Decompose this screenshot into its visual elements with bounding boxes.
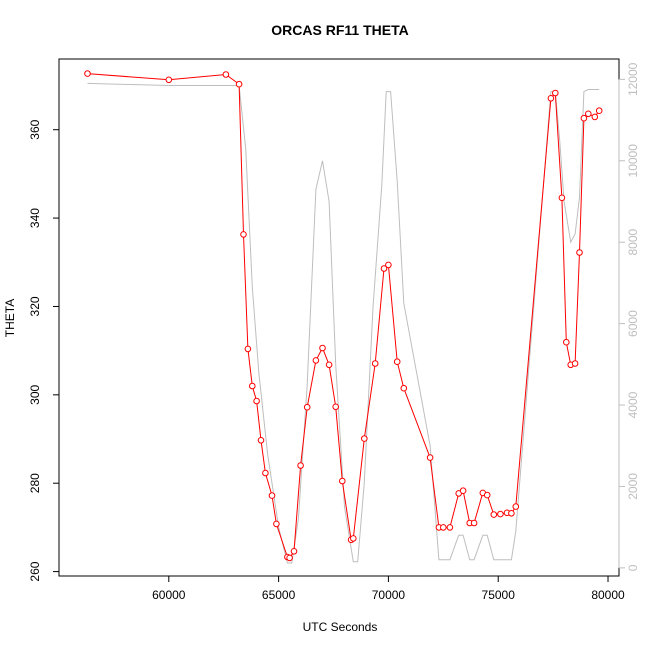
y2-tick-label: 0: [626, 564, 640, 571]
plot-frame: [58, 58, 620, 577]
y2-tick-label: 6000: [626, 310, 640, 337]
theta-point: [312, 357, 320, 364]
x-tick-label: 70000: [372, 588, 406, 602]
theta-point: [339, 477, 346, 485]
y-tick-label: 320: [28, 296, 42, 316]
theta-point: [470, 519, 478, 527]
theta-point: [290, 548, 298, 555]
theta-point: [165, 76, 173, 84]
chart-title: ORCAS RF11 THETA: [271, 22, 408, 38]
y-axis-right: 0 2000 4000 6000 8000 10000 12000: [618, 62, 640, 571]
y2-tick-label: 8000: [626, 229, 640, 256]
y-axis-label: THETA: [3, 299, 17, 337]
theta-point: [483, 491, 491, 499]
theta-point: [558, 194, 566, 202]
y-tick-label: 300: [28, 384, 42, 404]
theta-point: [253, 397, 260, 405]
theta-point: [319, 344, 326, 352]
y-axis-left: 260 280 300 320 340 360: [28, 119, 60, 582]
theta-point: [257, 437, 265, 444]
theta-point: [490, 511, 498, 518]
y2-tick-label: 2000: [626, 473, 640, 500]
y2-tick-label: 12000: [626, 62, 640, 96]
theta-point: [547, 95, 555, 102]
y2-tick-label: 10000: [626, 144, 640, 178]
y2-tick-label: 4000: [626, 391, 640, 418]
theta-point: [286, 554, 293, 562]
theta-point: [591, 113, 599, 121]
theta-point: [332, 403, 340, 411]
theta-point: [350, 535, 357, 542]
theta-point: [303, 403, 311, 411]
theta-point: [222, 71, 230, 78]
theta-point: [563, 338, 570, 346]
theta-point: [497, 510, 504, 518]
theta-point: [446, 524, 454, 531]
theta-point: [235, 80, 243, 88]
x-tick-label: 60000: [152, 588, 186, 602]
theta-point: [426, 454, 434, 461]
altitude-line: [87, 82, 600, 564]
theta-line: [87, 73, 600, 559]
y-tick-label: 280: [28, 473, 42, 493]
theta-point: [385, 261, 392, 269]
theta-point: [585, 110, 592, 118]
theta-point: [240, 231, 247, 238]
x-tick-label: 80000: [591, 588, 625, 602]
theta-point: [393, 358, 401, 366]
x-tick-label: 65000: [262, 588, 296, 602]
theta-point: [580, 114, 588, 122]
y-tick-label: 260: [28, 561, 42, 581]
theta-point: [380, 265, 388, 272]
altitude-series: [87, 82, 600, 564]
theta-point: [571, 360, 579, 367]
theta-point: [297, 462, 304, 469]
theta-point: [440, 524, 447, 531]
theta-point: [459, 487, 467, 495]
theta-point: [268, 492, 276, 499]
theta-point: [595, 107, 603, 114]
theta-point: [576, 249, 583, 256]
x-axis: 60000 65000 70000 75000 80000: [152, 575, 625, 602]
theta-point: [325, 361, 333, 369]
theta-point: [244, 345, 252, 353]
theta-point: [400, 384, 408, 392]
theta-point: [262, 469, 269, 477]
theta-point: [371, 360, 379, 367]
theta-point: [249, 382, 256, 390]
theta-point: [508, 510, 515, 517]
theta-point: [361, 435, 368, 442]
y-tick-label: 340: [28, 208, 42, 228]
theta-series: [84, 70, 603, 562]
y-tick-label: 360: [28, 119, 42, 139]
theta-point: [84, 70, 91, 77]
x-tick-label: 75000: [482, 588, 516, 602]
theta-point: [273, 520, 280, 528]
theta-point: [512, 503, 520, 510]
theta-point: [552, 89, 559, 97]
x-axis-label: UTC Seconds: [303, 620, 378, 634]
